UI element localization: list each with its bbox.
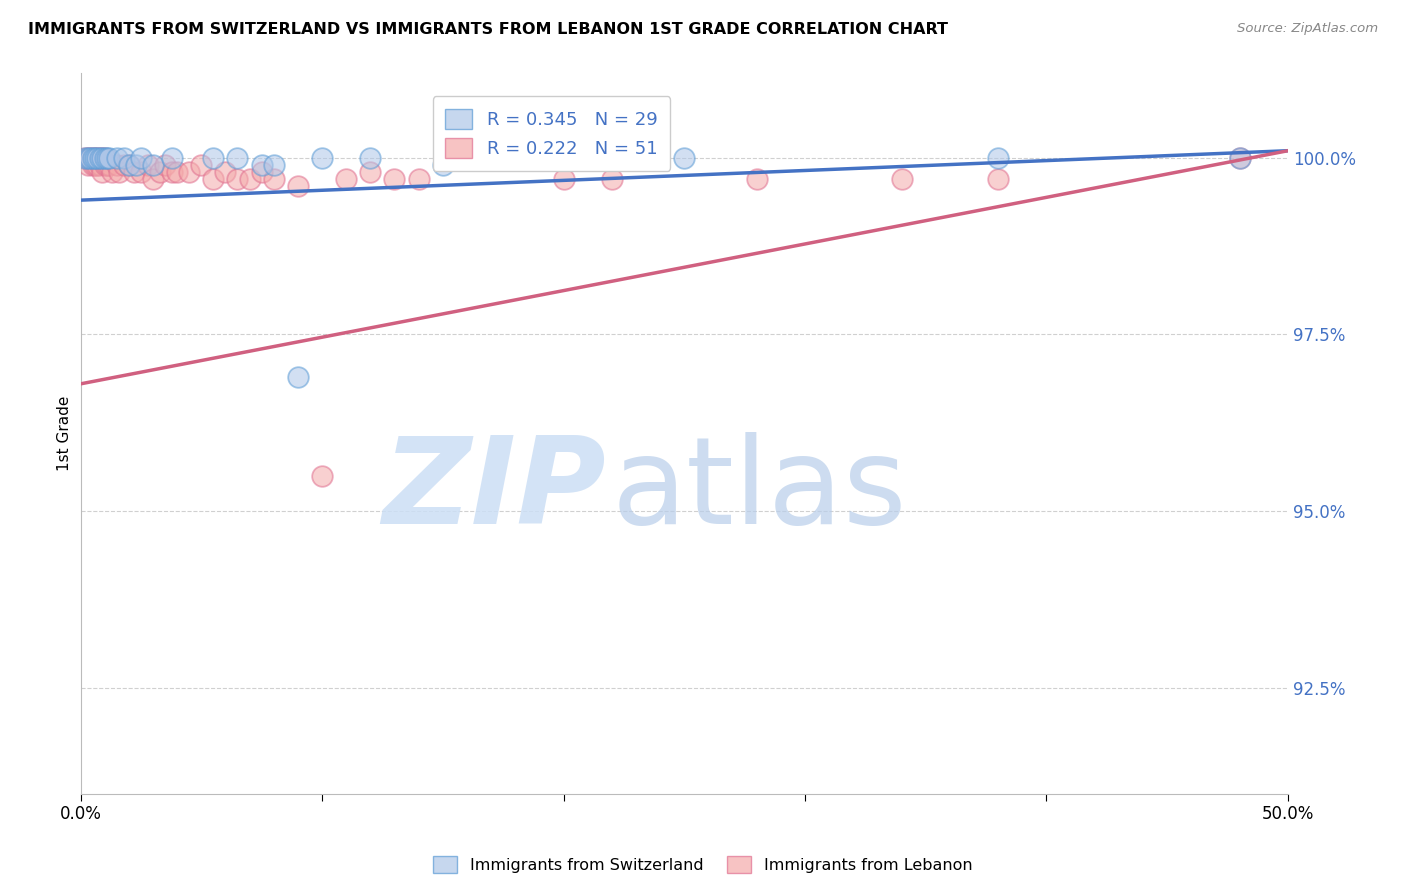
Point: [136, 158, 159, 172]
Point: [91, 151, 114, 165]
Point: [112, 158, 135, 172]
Point: [76, 158, 98, 172]
Y-axis label: 1st Grade: 1st Grade: [58, 396, 72, 471]
Point: [142, 172, 165, 186]
Point: [79, 151, 101, 165]
Point: [82, 151, 104, 165]
Point: [86, 158, 108, 172]
Point: [287, 179, 309, 194]
Text: atlas: atlas: [612, 433, 907, 549]
Point: [1229, 151, 1251, 165]
Point: [75, 151, 97, 165]
Point: [129, 165, 152, 179]
Point: [96, 151, 118, 165]
Point: [202, 172, 225, 186]
Point: [263, 172, 285, 186]
Point: [93, 151, 115, 165]
Point: [166, 165, 188, 179]
Point: [98, 151, 121, 165]
Point: [238, 172, 260, 186]
Point: [96, 158, 118, 172]
Point: [105, 151, 128, 165]
Point: [149, 165, 172, 179]
Point: [162, 165, 184, 179]
Point: [89, 151, 111, 165]
Text: IMMIGRANTS FROM SWITZERLAND VS IMMIGRANTS FROM LEBANON 1ST GRADE CORRELATION CHA: IMMIGRANTS FROM SWITZERLAND VS IMMIGRANT…: [28, 22, 948, 37]
Point: [79, 151, 101, 165]
Point: [75, 151, 97, 165]
Point: [86, 151, 108, 165]
Point: [359, 165, 381, 179]
Point: [432, 158, 454, 172]
Point: [987, 151, 1010, 165]
Point: [384, 172, 406, 186]
Point: [89, 151, 111, 165]
Point: [890, 172, 912, 186]
Point: [98, 158, 121, 172]
Point: [101, 165, 124, 179]
Point: [76, 151, 98, 165]
Point: [112, 151, 135, 165]
Legend: R = 0.345   N = 29, R = 0.222   N = 51: R = 0.345 N = 29, R = 0.222 N = 51: [433, 96, 671, 170]
Point: [153, 158, 176, 172]
Point: [553, 172, 575, 186]
Point: [1229, 151, 1251, 165]
Legend: Immigrants from Switzerland, Immigrants from Lebanon: Immigrants from Switzerland, Immigrants …: [427, 849, 979, 880]
Point: [93, 158, 115, 172]
Point: [226, 172, 249, 186]
Point: [202, 151, 225, 165]
Point: [287, 369, 309, 384]
Point: [84, 151, 107, 165]
Point: [89, 158, 111, 172]
Point: [600, 172, 623, 186]
Point: [263, 158, 285, 172]
Point: [190, 158, 212, 172]
Point: [118, 158, 141, 172]
Point: [125, 158, 148, 172]
Point: [311, 151, 333, 165]
Point: [142, 158, 165, 172]
Point: [214, 165, 236, 179]
Point: [162, 151, 184, 165]
Point: [105, 158, 128, 172]
Point: [84, 151, 107, 165]
Point: [108, 165, 131, 179]
Point: [82, 158, 104, 172]
Point: [335, 172, 357, 186]
Point: [118, 158, 141, 172]
Point: [82, 151, 104, 165]
Point: [122, 165, 145, 179]
Point: [91, 165, 114, 179]
Point: [250, 165, 273, 179]
Point: [226, 151, 249, 165]
Point: [408, 172, 430, 186]
Point: [250, 158, 273, 172]
Text: ZIP: ZIP: [382, 433, 606, 549]
Point: [673, 151, 696, 165]
Point: [987, 172, 1010, 186]
Point: [76, 151, 98, 165]
Point: [129, 151, 152, 165]
Point: [93, 151, 115, 165]
Point: [311, 468, 333, 483]
Text: Source: ZipAtlas.com: Source: ZipAtlas.com: [1237, 22, 1378, 36]
Point: [84, 158, 107, 172]
Point: [359, 151, 381, 165]
Point: [86, 151, 108, 165]
Point: [179, 165, 201, 179]
Point: [745, 172, 768, 186]
Point: [91, 151, 114, 165]
